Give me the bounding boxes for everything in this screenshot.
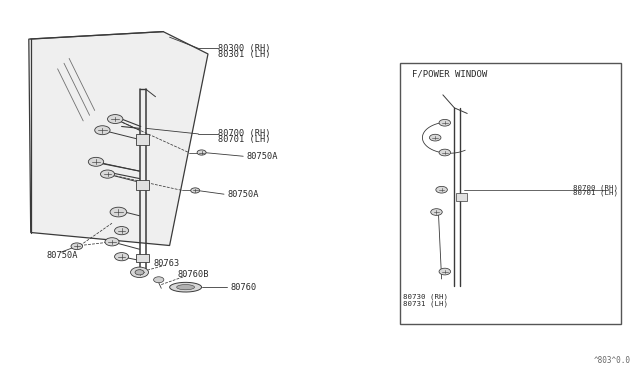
- Bar: [136, 134, 149, 145]
- Bar: [400, 63, 621, 324]
- Circle shape: [131, 267, 148, 278]
- Circle shape: [436, 186, 447, 193]
- Circle shape: [108, 115, 123, 124]
- Text: 80760: 80760: [230, 283, 257, 292]
- Text: 80701 (LH): 80701 (LH): [218, 135, 270, 144]
- Circle shape: [110, 207, 127, 217]
- Text: 80750A: 80750A: [46, 251, 77, 260]
- Polygon shape: [29, 32, 208, 246]
- Circle shape: [88, 157, 104, 166]
- Circle shape: [105, 238, 119, 246]
- Text: 80300 (RH): 80300 (RH): [218, 44, 270, 53]
- Text: 80750A: 80750A: [246, 152, 278, 161]
- Circle shape: [115, 227, 129, 235]
- Bar: [456, 193, 467, 201]
- Text: 80731 (LH): 80731 (LH): [403, 300, 448, 307]
- Circle shape: [439, 268, 451, 275]
- Text: F/POWER WINDOW: F/POWER WINDOW: [412, 70, 487, 79]
- Bar: [136, 254, 149, 262]
- Text: ^803^0.0: ^803^0.0: [593, 356, 630, 365]
- Polygon shape: [177, 285, 195, 290]
- Circle shape: [71, 243, 83, 250]
- Text: 80730 (RH): 80730 (RH): [403, 294, 448, 300]
- Circle shape: [439, 149, 451, 156]
- Circle shape: [429, 134, 441, 141]
- Polygon shape: [170, 282, 202, 292]
- Circle shape: [154, 277, 164, 283]
- Bar: [136, 180, 149, 190]
- Text: 80760B: 80760B: [178, 270, 209, 279]
- Text: 80301 (LH): 80301 (LH): [218, 50, 270, 59]
- Text: 80763: 80763: [154, 259, 180, 268]
- Circle shape: [115, 253, 129, 261]
- Text: 80750A: 80750A: [228, 190, 259, 199]
- Circle shape: [95, 126, 110, 135]
- Circle shape: [191, 188, 200, 193]
- Circle shape: [431, 209, 442, 215]
- Circle shape: [135, 270, 144, 275]
- Circle shape: [197, 150, 206, 155]
- Text: 80700 (RH): 80700 (RH): [573, 184, 618, 190]
- Text: 80701 (LH): 80701 (LH): [573, 190, 618, 196]
- Circle shape: [100, 170, 115, 178]
- Circle shape: [439, 119, 451, 126]
- Text: 80700 (RH): 80700 (RH): [218, 129, 270, 138]
